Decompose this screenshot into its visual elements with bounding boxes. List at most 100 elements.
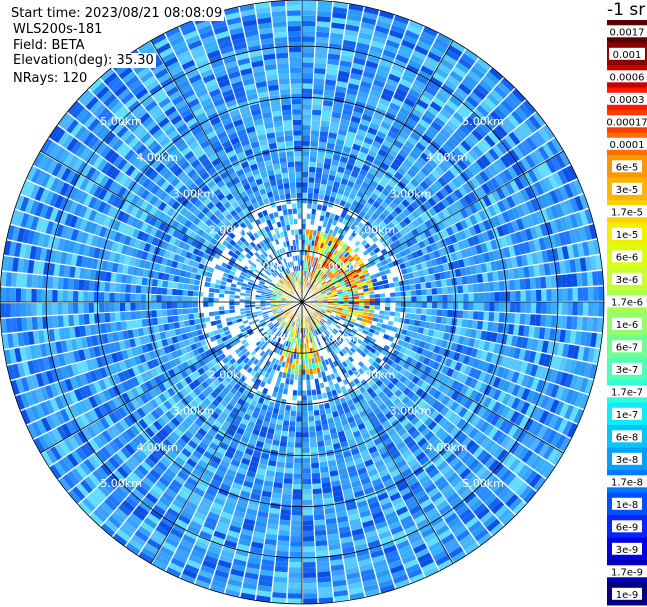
range-bin bbox=[320, 226, 326, 233]
range-bin bbox=[441, 143, 453, 155]
range-bin bbox=[372, 343, 379, 350]
range-bin bbox=[289, 546, 302, 552]
range-bin bbox=[420, 30, 436, 42]
range-bin bbox=[491, 161, 503, 174]
range-bin bbox=[303, 546, 316, 552]
range-bin bbox=[390, 97, 403, 107]
range-bin bbox=[447, 180, 458, 192]
range-bin bbox=[564, 215, 574, 230]
range-bin bbox=[341, 243, 348, 250]
range-bin bbox=[437, 392, 447, 403]
range-bin bbox=[418, 400, 428, 410]
range-bin bbox=[302, 260, 304, 266]
range-bin bbox=[427, 235, 435, 245]
range-bin bbox=[384, 44, 398, 54]
range-bin bbox=[302, 140, 310, 146]
range-bin bbox=[350, 338, 357, 345]
range-bin bbox=[492, 388, 502, 401]
range-bin bbox=[464, 152, 476, 164]
range-bin bbox=[312, 478, 321, 484]
range-bin bbox=[402, 34, 418, 45]
range-bin bbox=[468, 337, 476, 348]
range-bin bbox=[432, 361, 440, 370]
range-bin bbox=[587, 347, 596, 363]
range-bin bbox=[380, 144, 390, 153]
range-bin bbox=[302, 135, 311, 141]
range-bin bbox=[430, 242, 438, 252]
range-bin bbox=[302, 223, 306, 230]
range-bin bbox=[320, 272, 325, 278]
range-bin bbox=[333, 270, 339, 276]
range-bin bbox=[553, 356, 562, 370]
range-bin bbox=[326, 271, 332, 277]
range-bin bbox=[426, 406, 436, 417]
range-bin bbox=[542, 463, 556, 479]
range-bin bbox=[485, 261, 493, 272]
range-bin bbox=[297, 390, 302, 396]
range-bin bbox=[446, 367, 455, 377]
range-bin bbox=[378, 236, 386, 244]
range-bin bbox=[335, 209, 342, 217]
range-bin bbox=[459, 219, 469, 230]
range-bin bbox=[453, 147, 464, 159]
range-bin bbox=[368, 232, 376, 239]
range-bin bbox=[352, 336, 359, 342]
range-bin bbox=[521, 139, 533, 154]
range-bin bbox=[359, 305, 365, 309]
range-bin bbox=[285, 462, 294, 469]
range-bin bbox=[533, 148, 545, 164]
range-bin bbox=[318, 586, 333, 594]
range-bin bbox=[323, 216, 329, 223]
range-bin bbox=[331, 111, 342, 119]
range-bin bbox=[314, 177, 322, 184]
range-bin bbox=[457, 310, 464, 319]
range-bin bbox=[333, 243, 339, 250]
range-bin bbox=[482, 321, 489, 331]
range-bin bbox=[437, 264, 445, 273]
range-bin bbox=[459, 197, 469, 208]
range-bin bbox=[423, 109, 436, 121]
range-bin bbox=[302, 432, 310, 438]
range-bin bbox=[302, 515, 314, 521]
range-bin bbox=[432, 42, 447, 54]
range-bin bbox=[342, 108, 353, 116]
range-bin bbox=[336, 289, 343, 293]
range-bin bbox=[463, 302, 469, 311]
ray-separator bbox=[301, 124, 547, 303]
range-bin bbox=[382, 88, 395, 98]
range-bin bbox=[326, 279, 332, 284]
range-bin bbox=[492, 271, 499, 282]
range-bin bbox=[360, 265, 367, 271]
range-bin bbox=[554, 187, 565, 203]
range-bin bbox=[318, 313, 324, 318]
range-bin bbox=[476, 185, 487, 198]
range-bin bbox=[520, 401, 531, 415]
range-bin bbox=[416, 156, 427, 167]
range-bin bbox=[489, 177, 500, 190]
range-bin bbox=[493, 249, 501, 261]
range-bin bbox=[326, 142, 335, 150]
range-bin bbox=[511, 206, 521, 219]
range-bin bbox=[367, 351, 374, 358]
range-bin bbox=[352, 344, 359, 351]
range-bin bbox=[356, 347, 363, 354]
range-bin bbox=[293, 379, 298, 386]
range-bin bbox=[430, 315, 437, 323]
range-bin bbox=[563, 358, 572, 373]
range-bin bbox=[361, 232, 368, 240]
range-bin bbox=[488, 342, 496, 353]
range-bin bbox=[550, 275, 557, 288]
range-bin bbox=[319, 312, 325, 317]
range-bin bbox=[467, 70, 482, 83]
range-bin bbox=[302, 530, 315, 537]
range-bin bbox=[486, 192, 497, 205]
range-bin bbox=[503, 345, 511, 357]
range-bin bbox=[329, 37, 343, 45]
range-bin bbox=[407, 324, 414, 332]
range-bin bbox=[512, 427, 523, 441]
range-bin bbox=[364, 228, 372, 236]
range-bin bbox=[302, 234, 306, 240]
range-bin bbox=[422, 357, 431, 366]
range-bin bbox=[374, 239, 382, 247]
range-bin bbox=[314, 529, 327, 536]
